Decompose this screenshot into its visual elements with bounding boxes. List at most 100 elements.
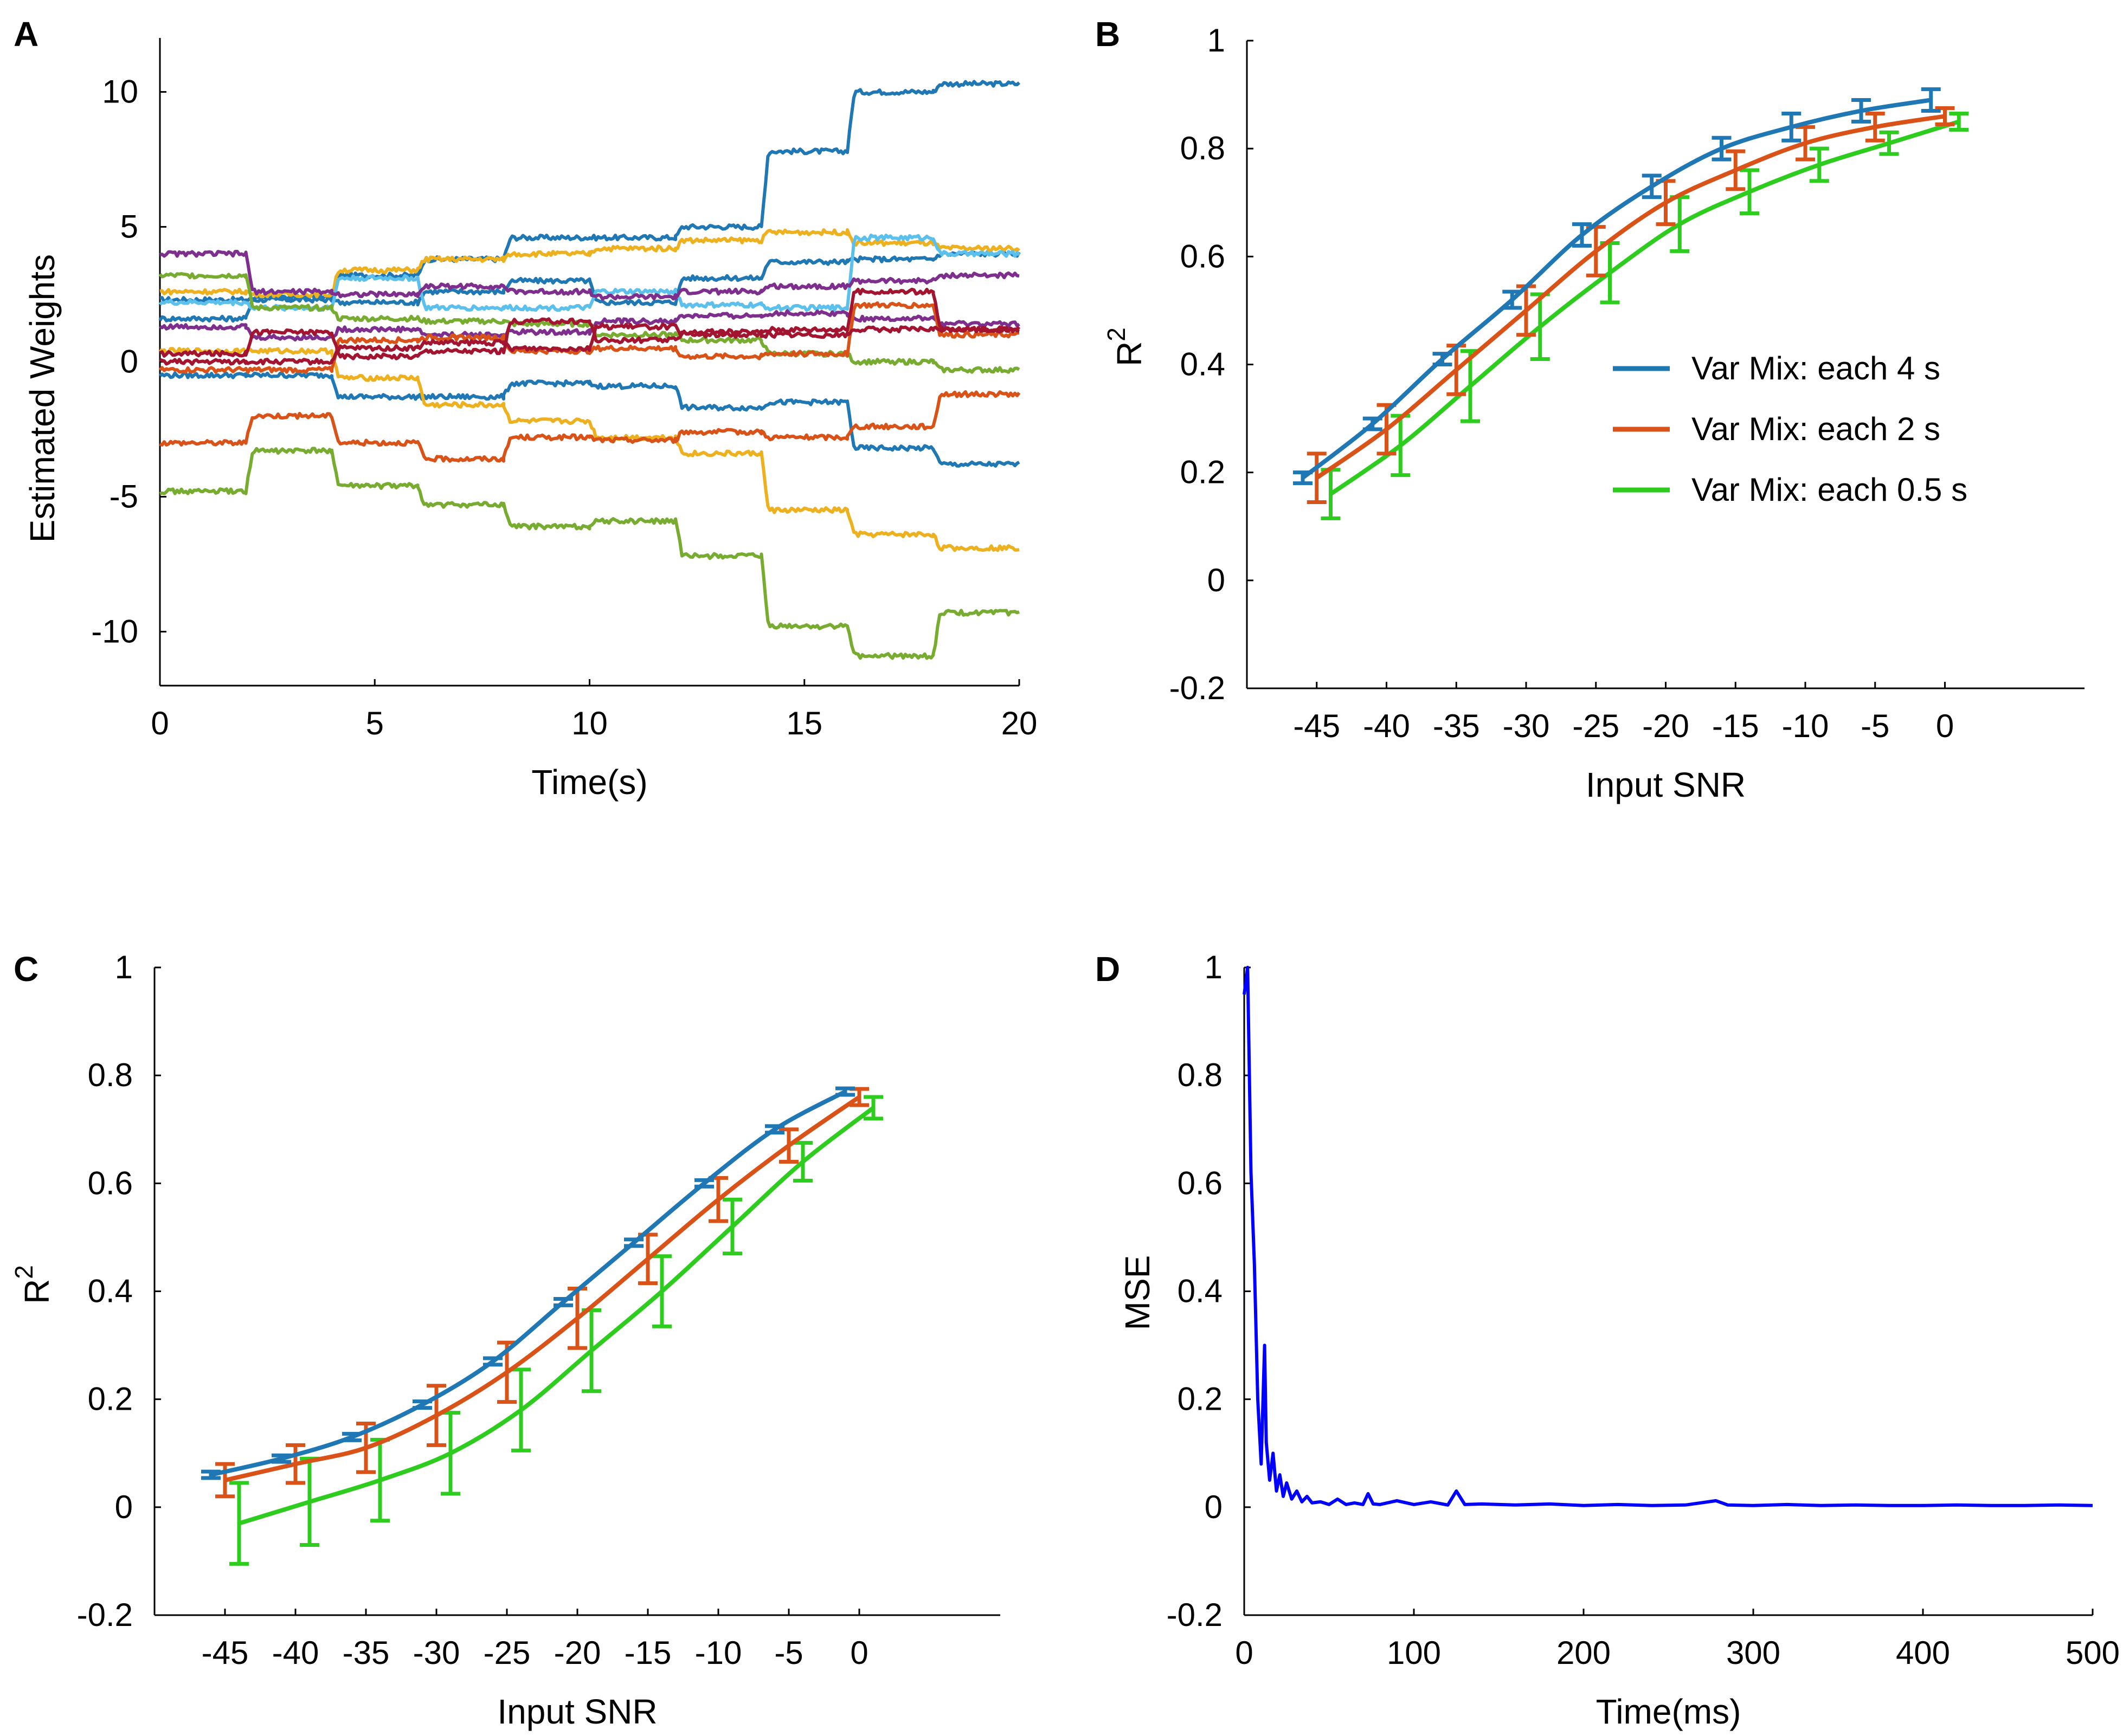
- y-axis-label-superscript: 2: [1102, 327, 1130, 341]
- curve-orange: [1315, 114, 1946, 480]
- y-tick-label: -0.2: [1169, 670, 1225, 706]
- x-tick-label: -15: [625, 1635, 672, 1671]
- error-bar-green: [1740, 168, 1759, 216]
- x-tick-label: 5: [366, 705, 384, 741]
- weight-series-line-w6: [158, 234, 1021, 312]
- weight-series-line-w2: [158, 250, 1021, 323]
- panel-letter-b: B: [1095, 15, 1120, 54]
- legend-entry-label: Var Mix: each 4 s: [1691, 350, 1940, 386]
- error-bar-blue: [342, 1431, 362, 1442]
- x-tick-label: -30: [1503, 708, 1550, 744]
- error-bar-blue: [694, 1178, 714, 1189]
- error-bar-blue: [272, 1453, 291, 1464]
- x-tick-label: -35: [343, 1635, 390, 1671]
- error-bar-blue: [765, 1124, 784, 1135]
- weight-series-line-w13: [159, 287, 1021, 360]
- error-bar-blue: [201, 1469, 221, 1480]
- x-tick-label: -20: [554, 1635, 601, 1671]
- curve-orange: [224, 1095, 861, 1482]
- x-tick-label: -45: [1293, 708, 1340, 744]
- error-bar-green: [1809, 146, 1829, 183]
- x-tick-label: 15: [786, 705, 822, 741]
- y-axis-label: R2: [10, 1265, 56, 1304]
- error-bar-green: [1949, 111, 1969, 132]
- error-bar-green: [864, 1095, 883, 1121]
- y-axis-label: R2: [1102, 327, 1149, 366]
- error-bar-orange: [215, 1462, 235, 1499]
- x-tick-label: 10: [571, 705, 608, 741]
- weight-series-line-w11: [159, 390, 1021, 463]
- y-axis-label: MSE: [1118, 1255, 1157, 1331]
- y-tick-label: 0.6: [1178, 1165, 1223, 1201]
- x-tick-label: -25: [1572, 708, 1619, 744]
- error-bar-green: [1600, 241, 1620, 305]
- y-tick-label: 1: [1205, 949, 1223, 985]
- error-bar-orange: [286, 1443, 305, 1485]
- error-bar-blue: [1293, 470, 1313, 486]
- x-tick-label: 0: [850, 1635, 868, 1671]
- panel-letter-c: C: [14, 950, 38, 989]
- x-axis-label: Input SNR: [1586, 765, 1746, 804]
- error-bar-green: [652, 1254, 672, 1328]
- error-bar-blue: [483, 1356, 503, 1367]
- y-tick-label: 0: [1205, 1489, 1223, 1525]
- error-bar-blue: [554, 1296, 573, 1307]
- y-tick-label: 0.6: [1180, 238, 1225, 274]
- y-tick-label: 0.4: [1180, 346, 1225, 383]
- y-tick-label: 0.8: [1180, 130, 1225, 166]
- x-tick-label: 0: [151, 705, 169, 741]
- error-bar-green: [1321, 468, 1341, 520]
- panel-b: B -45 -40 -35 -30 -25 -20 -15 -10 -5 0 1 0.8 0.6 0.4 0.…: [1095, 15, 2085, 804]
- x-tick-label: 20: [1001, 705, 1038, 741]
- x-tick-label: -40: [272, 1635, 319, 1671]
- curve-green: [238, 1106, 875, 1526]
- weight-series-line-w8: [159, 309, 1020, 342]
- error-bar-green: [511, 1367, 531, 1453]
- panel-letter-d: D: [1095, 950, 1120, 989]
- error-bar-blue: [1432, 352, 1452, 366]
- error-bar-blue: [1572, 222, 1592, 248]
- x-tick-label: -40: [1363, 708, 1410, 744]
- y-tick-label: 0.4: [88, 1273, 133, 1309]
- error-bar-orange: [638, 1232, 658, 1286]
- y-tick-label: 10: [102, 74, 138, 110]
- curve-blue: [1301, 98, 1932, 480]
- y-tick-label: -10: [91, 613, 138, 649]
- x-tick-label: 300: [1726, 1635, 1780, 1671]
- panel-a: A 0 5 10 15 20 10 5 0 -5 -10 Time(s) Estimated Weigh…: [14, 15, 1037, 802]
- y-axis-label-superscript: 2: [10, 1265, 38, 1279]
- x-tick-label: -5: [1861, 708, 1889, 744]
- mse-line: [1243, 966, 2093, 1507]
- y-tick-label: 0.6: [88, 1165, 133, 1201]
- weight-series-line-w7: [159, 249, 1020, 301]
- y-axis-label: Estimated Weights: [23, 254, 62, 543]
- y-tick-label: 0.2: [1178, 1381, 1223, 1417]
- error-bar-orange: [779, 1127, 799, 1164]
- error-bar-green: [582, 1308, 601, 1393]
- error-bar-green: [793, 1141, 813, 1183]
- error-bar-blue: [835, 1086, 855, 1097]
- x-tick-label: -25: [484, 1635, 531, 1671]
- weight-series-line-w5: [159, 347, 1020, 552]
- weight-series-line-w3: [159, 371, 1020, 468]
- x-tick-label: -15: [1712, 708, 1759, 744]
- error-bar-green: [1879, 130, 1899, 156]
- x-tick-label: -45: [202, 1635, 249, 1671]
- y-tick-label: -5: [110, 478, 138, 514]
- error-bar-blue: [624, 1237, 644, 1248]
- legend: Var Mix: each 4 s Var Mix: each 2 s Var Mi…: [1613, 350, 1967, 508]
- y-tick-label: 0: [115, 1489, 133, 1525]
- error-bar-blue: [1362, 416, 1382, 431]
- x-tick-label: 500: [2066, 1635, 2120, 1671]
- y-tick-label: 0.4: [1178, 1273, 1223, 1309]
- error-bar-blue: [1921, 87, 1941, 113]
- error-bar-blue: [1712, 135, 1732, 162]
- y-tick-label: 0.2: [88, 1381, 133, 1417]
- y-tick-label: 0: [120, 344, 138, 380]
- curve-blue: [210, 1089, 846, 1477]
- weight-series-line-w10: [159, 447, 1020, 660]
- weight-series-line-w1: [159, 80, 1021, 304]
- error-bar-green: [441, 1411, 460, 1496]
- y-tick-label: 0: [1207, 562, 1225, 598]
